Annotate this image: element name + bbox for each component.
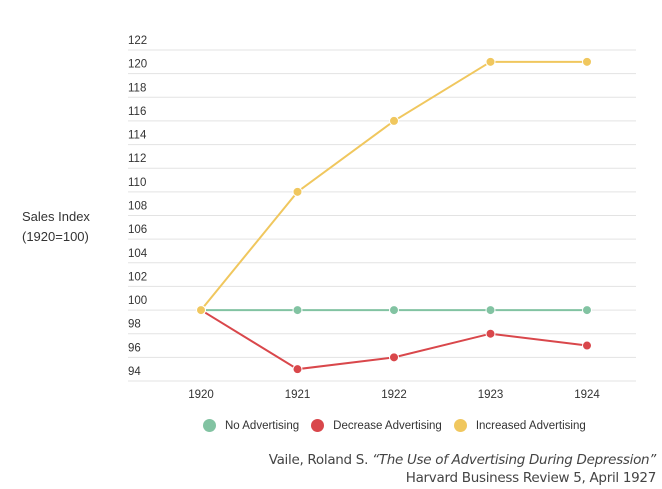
legend: No Advertising Decrease Advertising Incr…	[203, 419, 598, 432]
data-point-increased-advertising	[389, 115, 399, 126]
citation-source: Harvard Business Review 5, April 1927	[405, 470, 657, 486]
y-axis-label: Sales Index (1920=100)	[22, 207, 90, 247]
legend-item-decrease-advertising[interactable]: Decrease Advertising	[311, 419, 442, 432]
y-axis-label-line1: Sales Index	[22, 209, 90, 224]
x-tick-label: 1921	[285, 389, 311, 401]
legend-swatch	[453, 419, 467, 432]
y-tick-label: 122	[128, 35, 147, 47]
legend-label: Decrease Advertising	[333, 419, 442, 432]
y-tick-label: 94	[128, 366, 141, 378]
data-point-no-advertising	[582, 305, 592, 316]
y-tick-label: 108	[128, 201, 147, 213]
data-point-increased-advertising	[292, 186, 303, 197]
y-tick-label: 120	[128, 59, 147, 71]
data-point-no-advertising	[485, 305, 496, 316]
series-line-increased-advertising	[200, 60, 587, 311]
legend-label: No Advertising	[225, 419, 300, 432]
data-point-no-advertising	[292, 305, 303, 316]
legend-item-increased-advertising[interactable]: Increased Advertising	[453, 419, 586, 432]
data-point-decrease-advertising	[582, 340, 592, 351]
legend-item-no-advertising[interactable]: No Advertising	[203, 419, 299, 432]
legend-swatch	[311, 419, 325, 432]
citation-title: “The Use of Advertising During Depressio…	[372, 452, 656, 468]
citation-author: Vaile, Roland S.	[268, 452, 373, 468]
legend-label: Increased Advertising	[475, 419, 586, 432]
y-tick-label: 104	[128, 248, 148, 260]
y-tick-label: 96	[128, 342, 141, 354]
data-point-increased-advertising	[485, 56, 496, 67]
line-chart: 94 96 98 100 102 104 106 108 110 112 114 116 118 120 1…	[128, 35, 636, 401]
y-tick-label: 106	[128, 224, 147, 236]
data-point-decrease-advertising	[389, 352, 399, 363]
x-tick-label: 1924	[574, 389, 600, 401]
x-tick-label: 1920	[188, 389, 214, 401]
y-tick-label: 100	[128, 295, 147, 307]
y-tick-label: 118	[128, 82, 146, 94]
data-point-increased-advertising	[196, 305, 206, 316]
y-tick-label: 114	[128, 130, 147, 142]
y-axis-label-line2: (1920=100)	[22, 229, 89, 244]
x-tick-label: 1922	[381, 389, 407, 401]
y-tick-label: 102	[128, 271, 147, 283]
data-point-no-advertising	[389, 305, 399, 316]
y-tick-label: 112	[128, 153, 146, 165]
y-tick-label: 110	[128, 177, 146, 189]
x-tick-label: 1923	[478, 389, 504, 401]
data-point-increased-advertising	[582, 56, 592, 67]
data-point-decrease-advertising	[292, 364, 303, 375]
legend-swatch	[203, 419, 216, 432]
citation-line1: Vaile, Roland S. “The Use of Advertising…	[268, 452, 657, 468]
y-tick-label: 116	[128, 106, 146, 118]
y-tick-label: 98	[128, 319, 141, 331]
data-point-decrease-advertising	[485, 328, 496, 339]
